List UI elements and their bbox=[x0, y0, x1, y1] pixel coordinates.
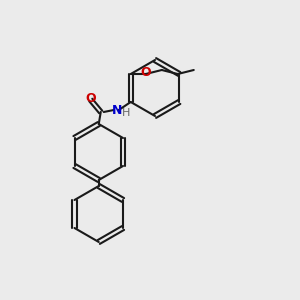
Text: H: H bbox=[122, 108, 130, 118]
Text: N: N bbox=[112, 103, 122, 116]
Text: O: O bbox=[85, 92, 96, 104]
Text: O: O bbox=[140, 67, 151, 80]
